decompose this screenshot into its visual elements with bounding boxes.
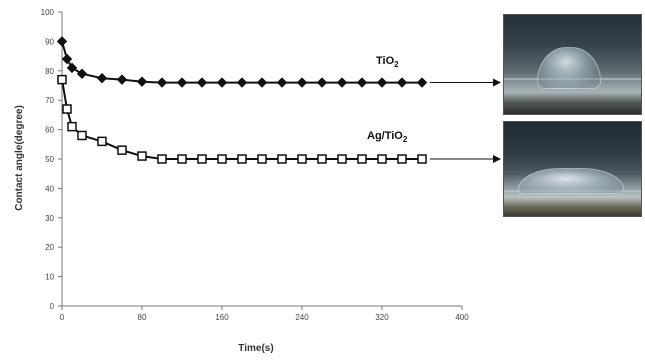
data-point <box>96 72 108 84</box>
y-tick-label: 100 <box>41 8 55 17</box>
data-point <box>236 77 248 88</box>
data-point <box>257 154 267 164</box>
x-tick-label: 400 <box>455 313 469 322</box>
y-tick-label: 20 <box>45 243 54 252</box>
y-tick-label: 10 <box>45 273 54 282</box>
data-point <box>216 77 228 88</box>
data-point <box>67 121 77 132</box>
x-tick-label: 160 <box>215 313 229 322</box>
data-point <box>77 130 87 141</box>
series-line <box>61 41 422 84</box>
data-point <box>116 74 128 85</box>
x-tick-label: 80 <box>138 313 147 322</box>
data-point <box>76 68 88 79</box>
data-point <box>157 154 167 164</box>
x-axis-ticks: 0 80 160 240 320 400 <box>60 306 469 322</box>
y-tick-label: 50 <box>45 155 54 164</box>
data-point <box>296 77 308 88</box>
y-tick-label: 70 <box>45 96 54 105</box>
data-point <box>97 136 107 147</box>
data-point <box>237 154 247 164</box>
data-point <box>337 154 347 164</box>
data-point <box>196 77 208 88</box>
series-label-tio2-main: TiO <box>376 55 395 67</box>
data-point <box>136 76 148 87</box>
data-point <box>56 36 68 47</box>
x-axis-title: Time(s) <box>238 343 273 354</box>
droplet-shape-tio2 <box>537 47 601 89</box>
data-point <box>176 77 188 88</box>
series-ag-tio2 <box>57 74 427 164</box>
series-tio2 <box>56 36 428 88</box>
data-point <box>377 154 387 164</box>
data-point <box>137 151 147 161</box>
x-tick-label: 240 <box>295 313 309 322</box>
data-point <box>297 154 307 164</box>
y-tick-label: 90 <box>45 37 54 46</box>
data-point <box>397 154 407 164</box>
series-label-ag-tio2-main: Ag/TiO <box>367 130 403 142</box>
y-tick-label: 80 <box>45 67 54 76</box>
data-point <box>277 154 287 164</box>
droplet-shape-ag-tio2 <box>518 168 624 194</box>
data-point <box>61 53 73 65</box>
data-point <box>396 77 408 88</box>
data-point <box>57 74 67 85</box>
series-line <box>61 79 422 160</box>
data-point <box>317 154 327 164</box>
data-point <box>356 77 368 88</box>
data-point <box>357 154 367 164</box>
data-point <box>156 77 168 88</box>
y-tick-label: 60 <box>45 126 54 135</box>
y-axis-ticks: 0 10 20 30 40 50 60 70 80 90 100 <box>41 8 62 311</box>
arrows-layer <box>430 78 501 163</box>
series-label-ag-tio2: Ag/TiO2 <box>367 130 408 144</box>
data-point <box>276 77 288 88</box>
droplet-photo-ag-tio2 <box>503 121 642 217</box>
data-point <box>256 77 268 88</box>
data-point <box>217 154 227 164</box>
series-label-tio2-sub: 2 <box>394 60 399 69</box>
y-axis-title: Contact angle(degree) <box>14 105 25 211</box>
data-point <box>66 62 78 74</box>
series-label-tio2: TiO2 <box>376 55 399 69</box>
series-label-ag-tio2-sub: 2 <box>403 135 408 144</box>
y-tick-label: 30 <box>45 214 54 223</box>
droplet-photo-tio2 <box>503 14 642 115</box>
x-tick-label: 320 <box>375 313 389 322</box>
data-point <box>376 77 388 88</box>
series-layer <box>56 36 428 164</box>
y-tick-label: 40 <box>45 184 54 193</box>
x-tick-label: 0 <box>60 313 65 322</box>
data-point <box>197 154 207 164</box>
data-point <box>316 77 328 88</box>
data-point <box>336 77 348 88</box>
data-point <box>416 77 428 88</box>
y-tick-label: 0 <box>50 302 55 311</box>
data-point <box>417 154 427 164</box>
data-point <box>62 104 72 114</box>
data-point <box>177 154 187 164</box>
data-point <box>117 145 127 155</box>
